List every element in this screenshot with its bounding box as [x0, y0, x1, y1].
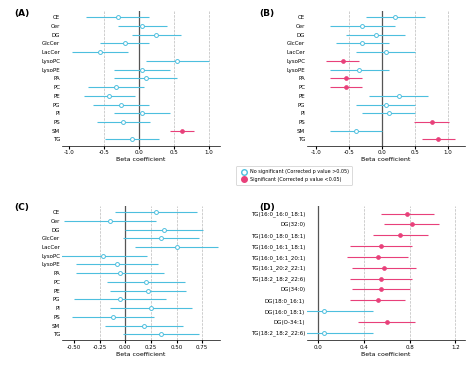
Text: (A): (A)	[14, 9, 29, 18]
X-axis label: Beta coefficient: Beta coefficient	[361, 157, 410, 162]
Legend: No significant (Corrected p value >0.05), Significant (Corrected p value <0.05): No significant (Corrected p value >0.05)…	[236, 166, 352, 185]
Text: (B): (B)	[259, 9, 274, 18]
X-axis label: Beta coefficient: Beta coefficient	[116, 352, 165, 357]
X-axis label: Beta coefficient: Beta coefficient	[361, 352, 410, 357]
Text: (D): (D)	[259, 203, 275, 212]
X-axis label: Beta coefficient: Beta coefficient	[116, 157, 165, 162]
Text: (C): (C)	[14, 203, 29, 212]
